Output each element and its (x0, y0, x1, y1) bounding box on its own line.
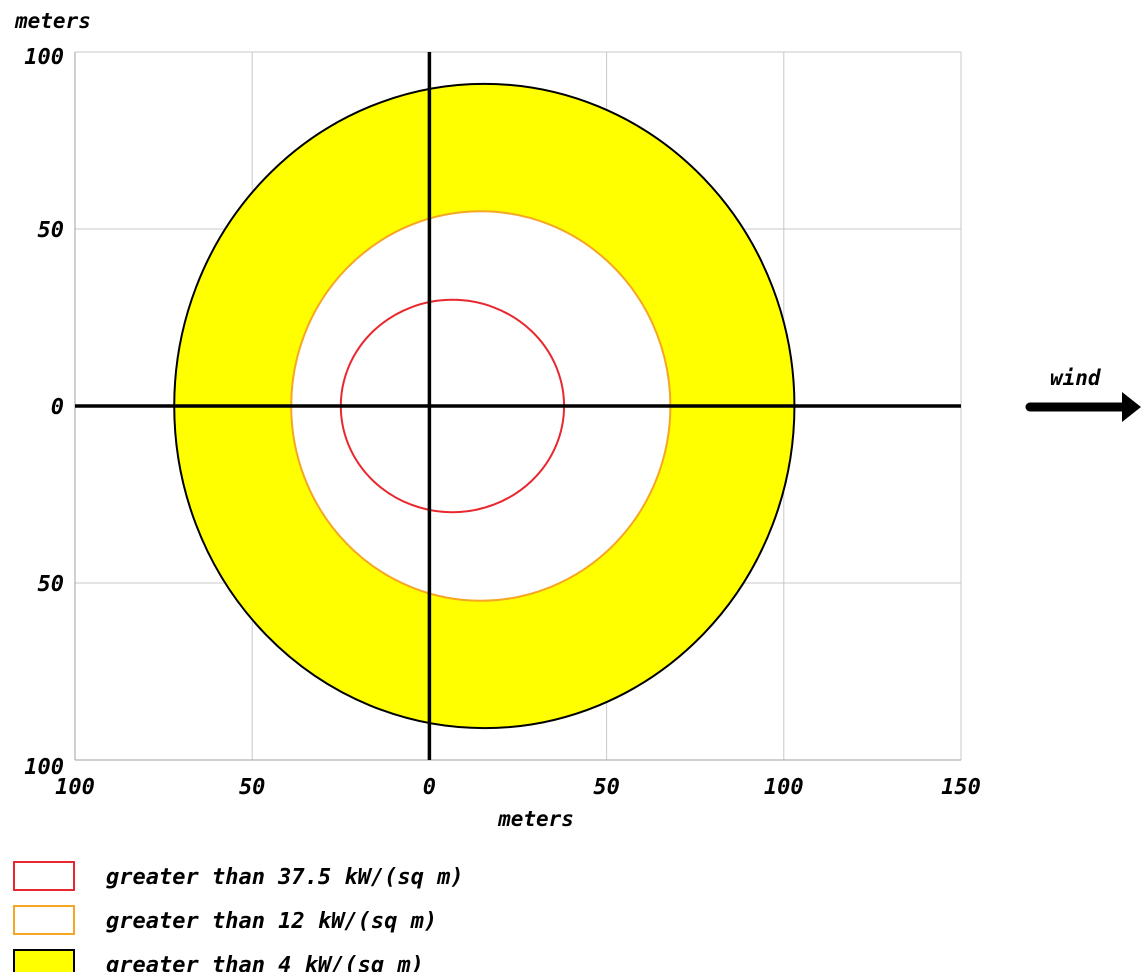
legend-label-0: greater than 37.5 kW/(sq m) (106, 865, 464, 890)
wind-annotation: wind (1025, 366, 1141, 422)
y-tick-label-3: 50 (38, 572, 65, 597)
y-tick-label-1: 50 (38, 218, 65, 243)
axes (74, 52, 961, 761)
x-tick-label-1: 50 (239, 775, 266, 800)
x-tick-label-2: 0 (423, 775, 436, 800)
legend-swatch-2 (13, 949, 75, 972)
legend-label-1: greater than 12 kW/(sq m) (106, 909, 437, 934)
y-tick-label-0: 100 (24, 45, 64, 70)
y-tick-label-2: 0 (51, 395, 64, 420)
tick-labels: 100 50 0 50 100 150 100 50 0 50 100 (24, 45, 981, 800)
legend-swatch-1 (13, 905, 75, 935)
x-tick-label-3: 50 (593, 775, 620, 800)
x-tick-label-5: 150 (941, 775, 981, 800)
x-axis-title: meters (497, 807, 574, 831)
wind-label: wind (1050, 366, 1102, 390)
legend-label-2: greater than 4 kW/(sq m) (106, 953, 424, 972)
y-tick-label-4: 100 (24, 755, 64, 780)
y-axis-title: meters (14, 9, 91, 33)
legend-swatch-0 (13, 861, 75, 891)
legend: greater than 37.5 kW/(sq m) greater than … (13, 861, 464, 972)
arrow-right-icon (1025, 392, 1141, 422)
x-tick-label-4: 100 (764, 775, 804, 800)
x-tick-label-0: 100 (55, 775, 95, 800)
